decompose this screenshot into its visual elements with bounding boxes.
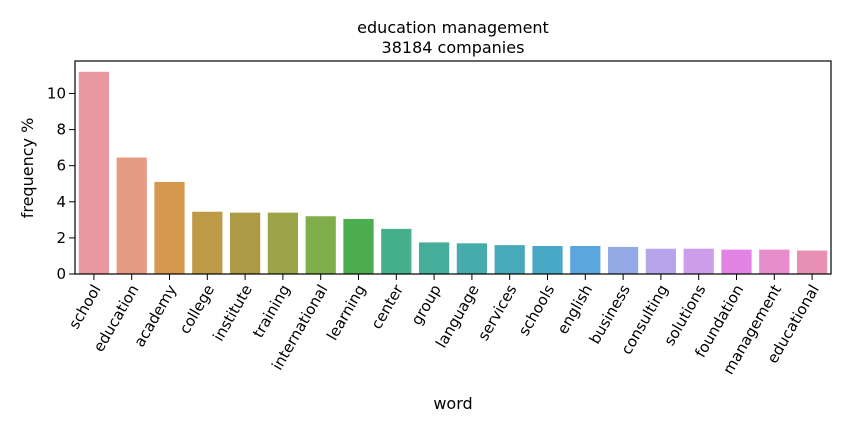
bar-management [759, 249, 790, 274]
bar-college [192, 211, 223, 274]
x-tick-label: center [367, 281, 407, 333]
y-axis-label: frequency % [18, 118, 37, 219]
x-tick-label: college [176, 282, 218, 338]
bar-schools [532, 246, 563, 274]
y-tick-label: 2 [56, 229, 66, 247]
bar-academy [154, 181, 185, 274]
bar-foundation [721, 249, 752, 274]
x-axis-label: word [433, 394, 472, 413]
bar-international [305, 216, 336, 274]
bars-group [78, 71, 828, 274]
bar-educational [796, 250, 828, 274]
bar-group [418, 242, 450, 274]
bar-center [381, 228, 412, 274]
y-tick-label: 6 [56, 157, 66, 175]
chart-title: education management [357, 18, 549, 37]
x-tick-label: schools [515, 281, 559, 339]
y-tick-label: 0 [56, 265, 66, 283]
x-tick-label: school [65, 282, 105, 333]
bar-solutions [683, 248, 714, 274]
bar-business [607, 246, 639, 274]
x-axis: schooleducationacademycollegeinstitutetr… [65, 274, 823, 378]
y-tick-label: 4 [56, 193, 66, 211]
bar-english [570, 246, 601, 274]
x-tick-label: english [554, 282, 597, 338]
y-tick-label: 8 [56, 121, 66, 139]
bar-consulting [645, 248, 677, 274]
bar-institute [229, 212, 261, 274]
plot-frame [74, 60, 832, 275]
y-tick-label: 10 [47, 84, 66, 102]
bar-language [456, 243, 488, 274]
bar-learning [343, 218, 374, 274]
bar-school [78, 71, 110, 274]
bar-training [267, 212, 299, 274]
x-tick-label: group [408, 282, 445, 329]
bar-education [116, 157, 147, 274]
y-axis: 0 2 4 6 8 10 [47, 84, 75, 283]
chart-subtitle: 38184 companies [382, 38, 525, 57]
bar-services [494, 245, 525, 274]
